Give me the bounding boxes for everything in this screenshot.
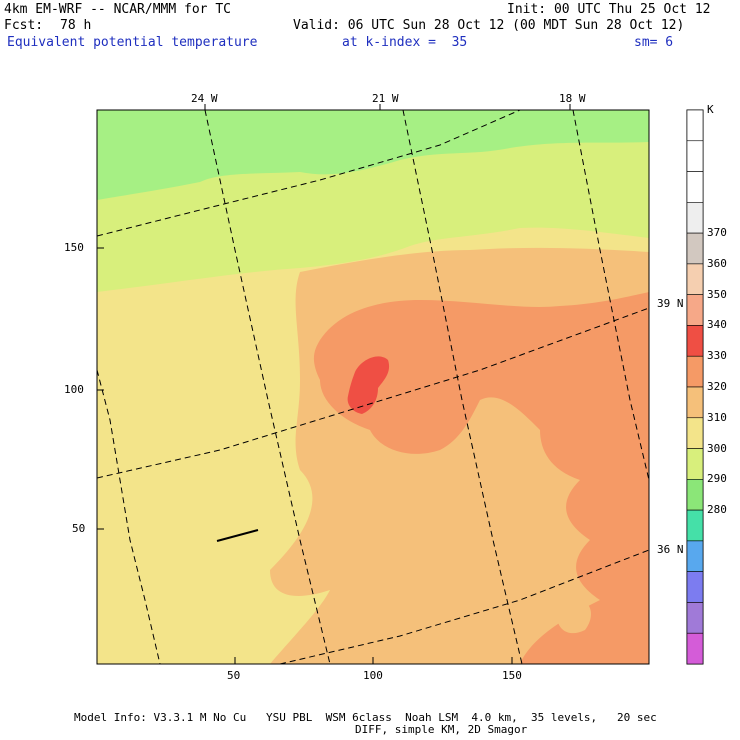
- colorbar-label: 330: [707, 349, 727, 363]
- colorbar-segment: [686, 386, 704, 419]
- field-name: Equivalent potential temperature: [7, 35, 258, 50]
- colorbar-label: 340: [707, 318, 727, 332]
- colorbar-segment: [686, 448, 704, 480]
- colorbar-segment: [686, 571, 704, 603]
- init-time: Init: 00 UTC Thu 25 Oct 12: [507, 2, 711, 17]
- smoothing-info: sm= 6: [634, 35, 674, 50]
- lon-label: 24 W: [191, 92, 218, 105]
- colorbar-segment: [686, 294, 704, 326]
- colorbar-segment: [686, 479, 704, 511]
- lat-label: 39 N: [657, 297, 684, 310]
- colorbar-label: 320: [707, 380, 727, 393]
- y-tick-label: 50: [72, 522, 86, 535]
- lat-label: 36 N: [657, 543, 684, 556]
- axis-ticks: [97, 104, 571, 664]
- colorbar-segment: [686, 109, 704, 142]
- model-info-2: DIFF, simple KM, 2D Smagor: [355, 723, 528, 736]
- x-tick-label: 100: [363, 669, 383, 682]
- colorbar-segment: [686, 325, 704, 357]
- colorbar-segment: [686, 509, 704, 542]
- x-tick-label: 150: [502, 669, 522, 682]
- valid-time: Valid: 06 UTC Sun 28 Oct 12 (00 MDT Sun …: [293, 18, 685, 33]
- colorbar-segment: [686, 171, 704, 203]
- y-tick-label: 100: [64, 383, 84, 396]
- lon-label: 18 W: [559, 92, 586, 105]
- colorbar-label: 310: [707, 410, 727, 424]
- colorbar-unit: K: [707, 103, 714, 116]
- colorbar-label: 280: [707, 503, 727, 517]
- model-info: Model Info: V3.3.1 M No Cu YSU PBL WSM 6…: [74, 711, 657, 724]
- colorbar: [686, 109, 704, 665]
- colorbar-label: 290: [707, 472, 727, 486]
- colorbar-segment: [686, 355, 704, 388]
- forecast-hour: 78 h: [60, 18, 92, 33]
- x-tick-label: 50: [227, 669, 241, 682]
- colorbar-label: 300: [707, 441, 727, 455]
- colorbar-segment: [686, 140, 704, 172]
- colorbar-segment: [686, 232, 704, 265]
- colorbar-label: 370: [707, 226, 727, 240]
- colorbar-label: 360: [707, 256, 727, 270]
- colorbar-segment: [686, 417, 704, 449]
- forecast-label: Fcst:: [4, 18, 44, 33]
- wind-vector: [216, 529, 259, 542]
- theta-e-field: [97, 110, 649, 664]
- colorbar-segment: [686, 632, 704, 665]
- colorbar-segment: [686, 602, 704, 634]
- colorbar-segment: [686, 263, 704, 295]
- colorbar-segment: [686, 202, 704, 234]
- colorbar-segment: [686, 540, 704, 572]
- y-tick-label: 150: [64, 241, 84, 254]
- lon-label: 21 W: [372, 92, 399, 105]
- level-info: at k-index = 35: [342, 35, 468, 50]
- colorbar-label: 350: [707, 287, 727, 301]
- model-title: 4km EM-WRF -- NCAR/MMM for TC: [4, 2, 231, 17]
- graticule: [97, 110, 649, 664]
